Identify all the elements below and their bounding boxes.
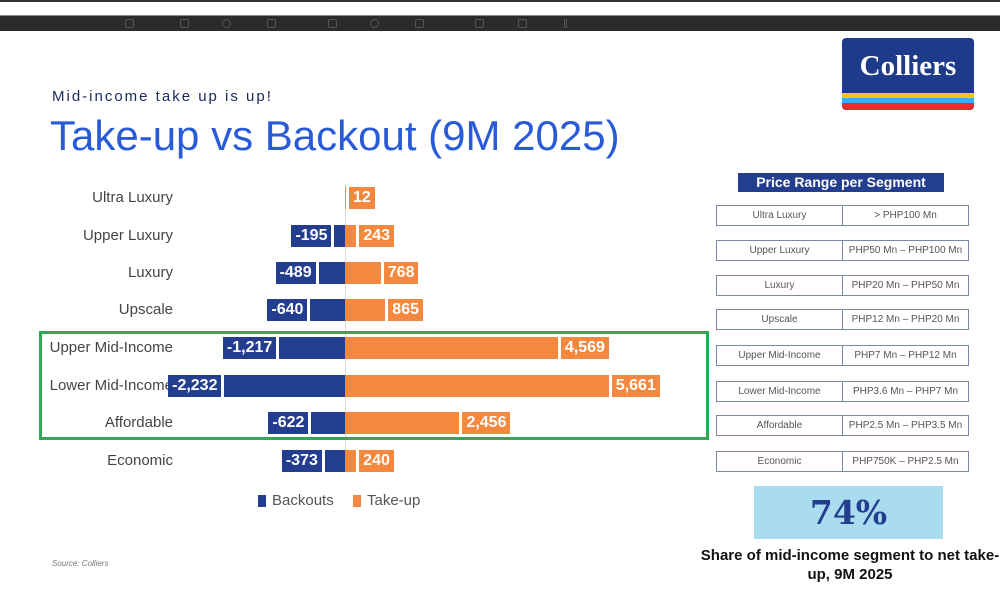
bar-takeup bbox=[345, 262, 381, 284]
colliers-logo: Colliers bbox=[842, 38, 974, 110]
segment-price-range: PHP20 Mn – PHP50 Mn bbox=[851, 280, 960, 291]
category-label: Upscale bbox=[118, 301, 173, 318]
more-icon[interactable] bbox=[564, 19, 567, 28]
segment-price-range: PHP50 Mn – PHP100 Mn bbox=[848, 245, 963, 256]
category-label: Upper Luxury bbox=[82, 227, 173, 244]
bar-takeup bbox=[345, 299, 386, 321]
category-label: Ultra Luxury bbox=[92, 189, 173, 206]
category-label: Lower Mid-Income bbox=[49, 377, 173, 394]
segment-price-range: > PHP100 Mn bbox=[874, 210, 937, 221]
zero-axis bbox=[345, 183, 346, 473]
segment-name: Upper Luxury bbox=[717, 241, 843, 260]
info-icon[interactable] bbox=[222, 19, 231, 28]
segment-price-range: PHP2.5 Mn – PHP3.5 Mn bbox=[848, 420, 963, 431]
data-label-takeup: 4,569 bbox=[560, 337, 609, 359]
segment-name: Luxury bbox=[717, 276, 843, 295]
category-label: Economic bbox=[107, 452, 173, 469]
kpi-value: 74% bbox=[754, 486, 943, 539]
kpi-caption: Share of mid-income segment to net take-… bbox=[700, 547, 1000, 583]
source-note: Source: Colliers bbox=[52, 559, 109, 568]
legend-swatch-backouts bbox=[258, 494, 266, 507]
folder-icon[interactable] bbox=[475, 19, 484, 28]
legend-backouts: Backouts bbox=[258, 492, 334, 509]
segment-name: Ultra Luxury bbox=[717, 206, 843, 225]
bar-takeup bbox=[345, 337, 558, 359]
back-icon[interactable] bbox=[125, 19, 134, 28]
data-label-takeup: 12 bbox=[349, 187, 375, 209]
data-label-backouts: -640 bbox=[267, 299, 308, 321]
bar-takeup bbox=[345, 187, 346, 209]
label-icon[interactable] bbox=[518, 19, 527, 28]
mid-income-highlight-box bbox=[39, 331, 709, 440]
category-label: Upper Mid-Income bbox=[49, 339, 173, 356]
price-range-row: Luxury PHP20 Mn – PHP50 Mn bbox=[716, 275, 969, 296]
bar-backouts bbox=[310, 299, 345, 321]
category-label: Affordable bbox=[104, 414, 173, 431]
segment-price-range: PHP12 Mn – PHP20 Mn bbox=[851, 314, 960, 325]
mail-icon[interactable] bbox=[328, 19, 337, 28]
segment-price-range: PHP750K – PHP2.5 Mn bbox=[852, 456, 959, 467]
bar-takeup bbox=[345, 375, 609, 397]
data-label-takeup: 5,661 bbox=[611, 375, 660, 397]
data-label-backouts: -1,217 bbox=[222, 337, 277, 359]
data-label-takeup: 240 bbox=[359, 450, 394, 472]
segment-price-range: PHP7 Mn – PHP12 Mn bbox=[854, 350, 957, 361]
data-label-takeup: 2,456 bbox=[462, 412, 511, 434]
bar-takeup bbox=[345, 412, 460, 434]
bar-backouts bbox=[334, 225, 345, 247]
data-label-backouts: -2,232 bbox=[168, 375, 222, 397]
bar-backouts bbox=[279, 337, 345, 359]
price-range-row: Upscale PHP12 Mn – PHP20 Mn bbox=[716, 309, 969, 330]
clock-icon[interactable] bbox=[370, 19, 379, 28]
price-range-title: Price Range per Segment bbox=[738, 173, 944, 192]
price-range-row: Economic PHP750K – PHP2.5 Mn bbox=[716, 451, 969, 472]
price-range-row: Upper Mid-Income PHP7 Mn – PHP12 Mn bbox=[716, 345, 969, 366]
bar-backouts bbox=[324, 450, 345, 472]
price-range-row: Ultra Luxury > PHP100 Mn bbox=[716, 205, 969, 226]
slide-title: Take-up vs Backout (9M 2025) bbox=[50, 112, 620, 159]
data-label-takeup: 243 bbox=[359, 225, 395, 247]
data-label-backouts: -373 bbox=[281, 450, 322, 472]
save-icon[interactable] bbox=[180, 19, 189, 28]
bar-backouts bbox=[318, 262, 345, 284]
segment-name: Upscale bbox=[717, 310, 843, 329]
category-label: Luxury bbox=[127, 264, 173, 281]
edit-icon[interactable] bbox=[415, 19, 424, 28]
segment-name: Economic bbox=[717, 452, 843, 471]
segment-name: Affordable bbox=[717, 416, 843, 435]
price-range-row: Affordable PHP2.5 Mn – PHP3.5 Mn bbox=[716, 415, 969, 436]
legend-takeup: Take-up bbox=[353, 492, 420, 509]
data-label-backouts: -195 bbox=[291, 225, 332, 247]
price-range-row: Upper Luxury PHP50 Mn – PHP100 Mn bbox=[716, 240, 969, 261]
data-label-takeup: 865 bbox=[388, 299, 423, 321]
bar-backouts bbox=[224, 375, 345, 397]
bar-backouts bbox=[311, 412, 345, 434]
bar-takeup bbox=[345, 450, 357, 472]
delete-icon[interactable] bbox=[267, 19, 276, 28]
data-label-backouts: -622 bbox=[268, 412, 309, 434]
segment-name: Upper Mid-Income bbox=[717, 346, 843, 365]
slide-subtitle: Mid-income take up is up! bbox=[52, 88, 273, 105]
segment-name: Lower Mid-Income bbox=[717, 382, 843, 401]
segment-price-range: PHP3.6 Mn – PHP7 Mn bbox=[852, 386, 959, 397]
viewer-toolbar bbox=[0, 15, 1000, 31]
data-label-takeup: 768 bbox=[383, 262, 419, 284]
bar-takeup bbox=[345, 225, 357, 247]
legend-swatch-takeup bbox=[353, 494, 361, 507]
price-range-row: Lower Mid-Income PHP3.6 Mn – PHP7 Mn bbox=[716, 381, 969, 402]
window-top-border bbox=[0, 0, 1000, 2]
data-label-backouts: -489 bbox=[275, 262, 316, 284]
